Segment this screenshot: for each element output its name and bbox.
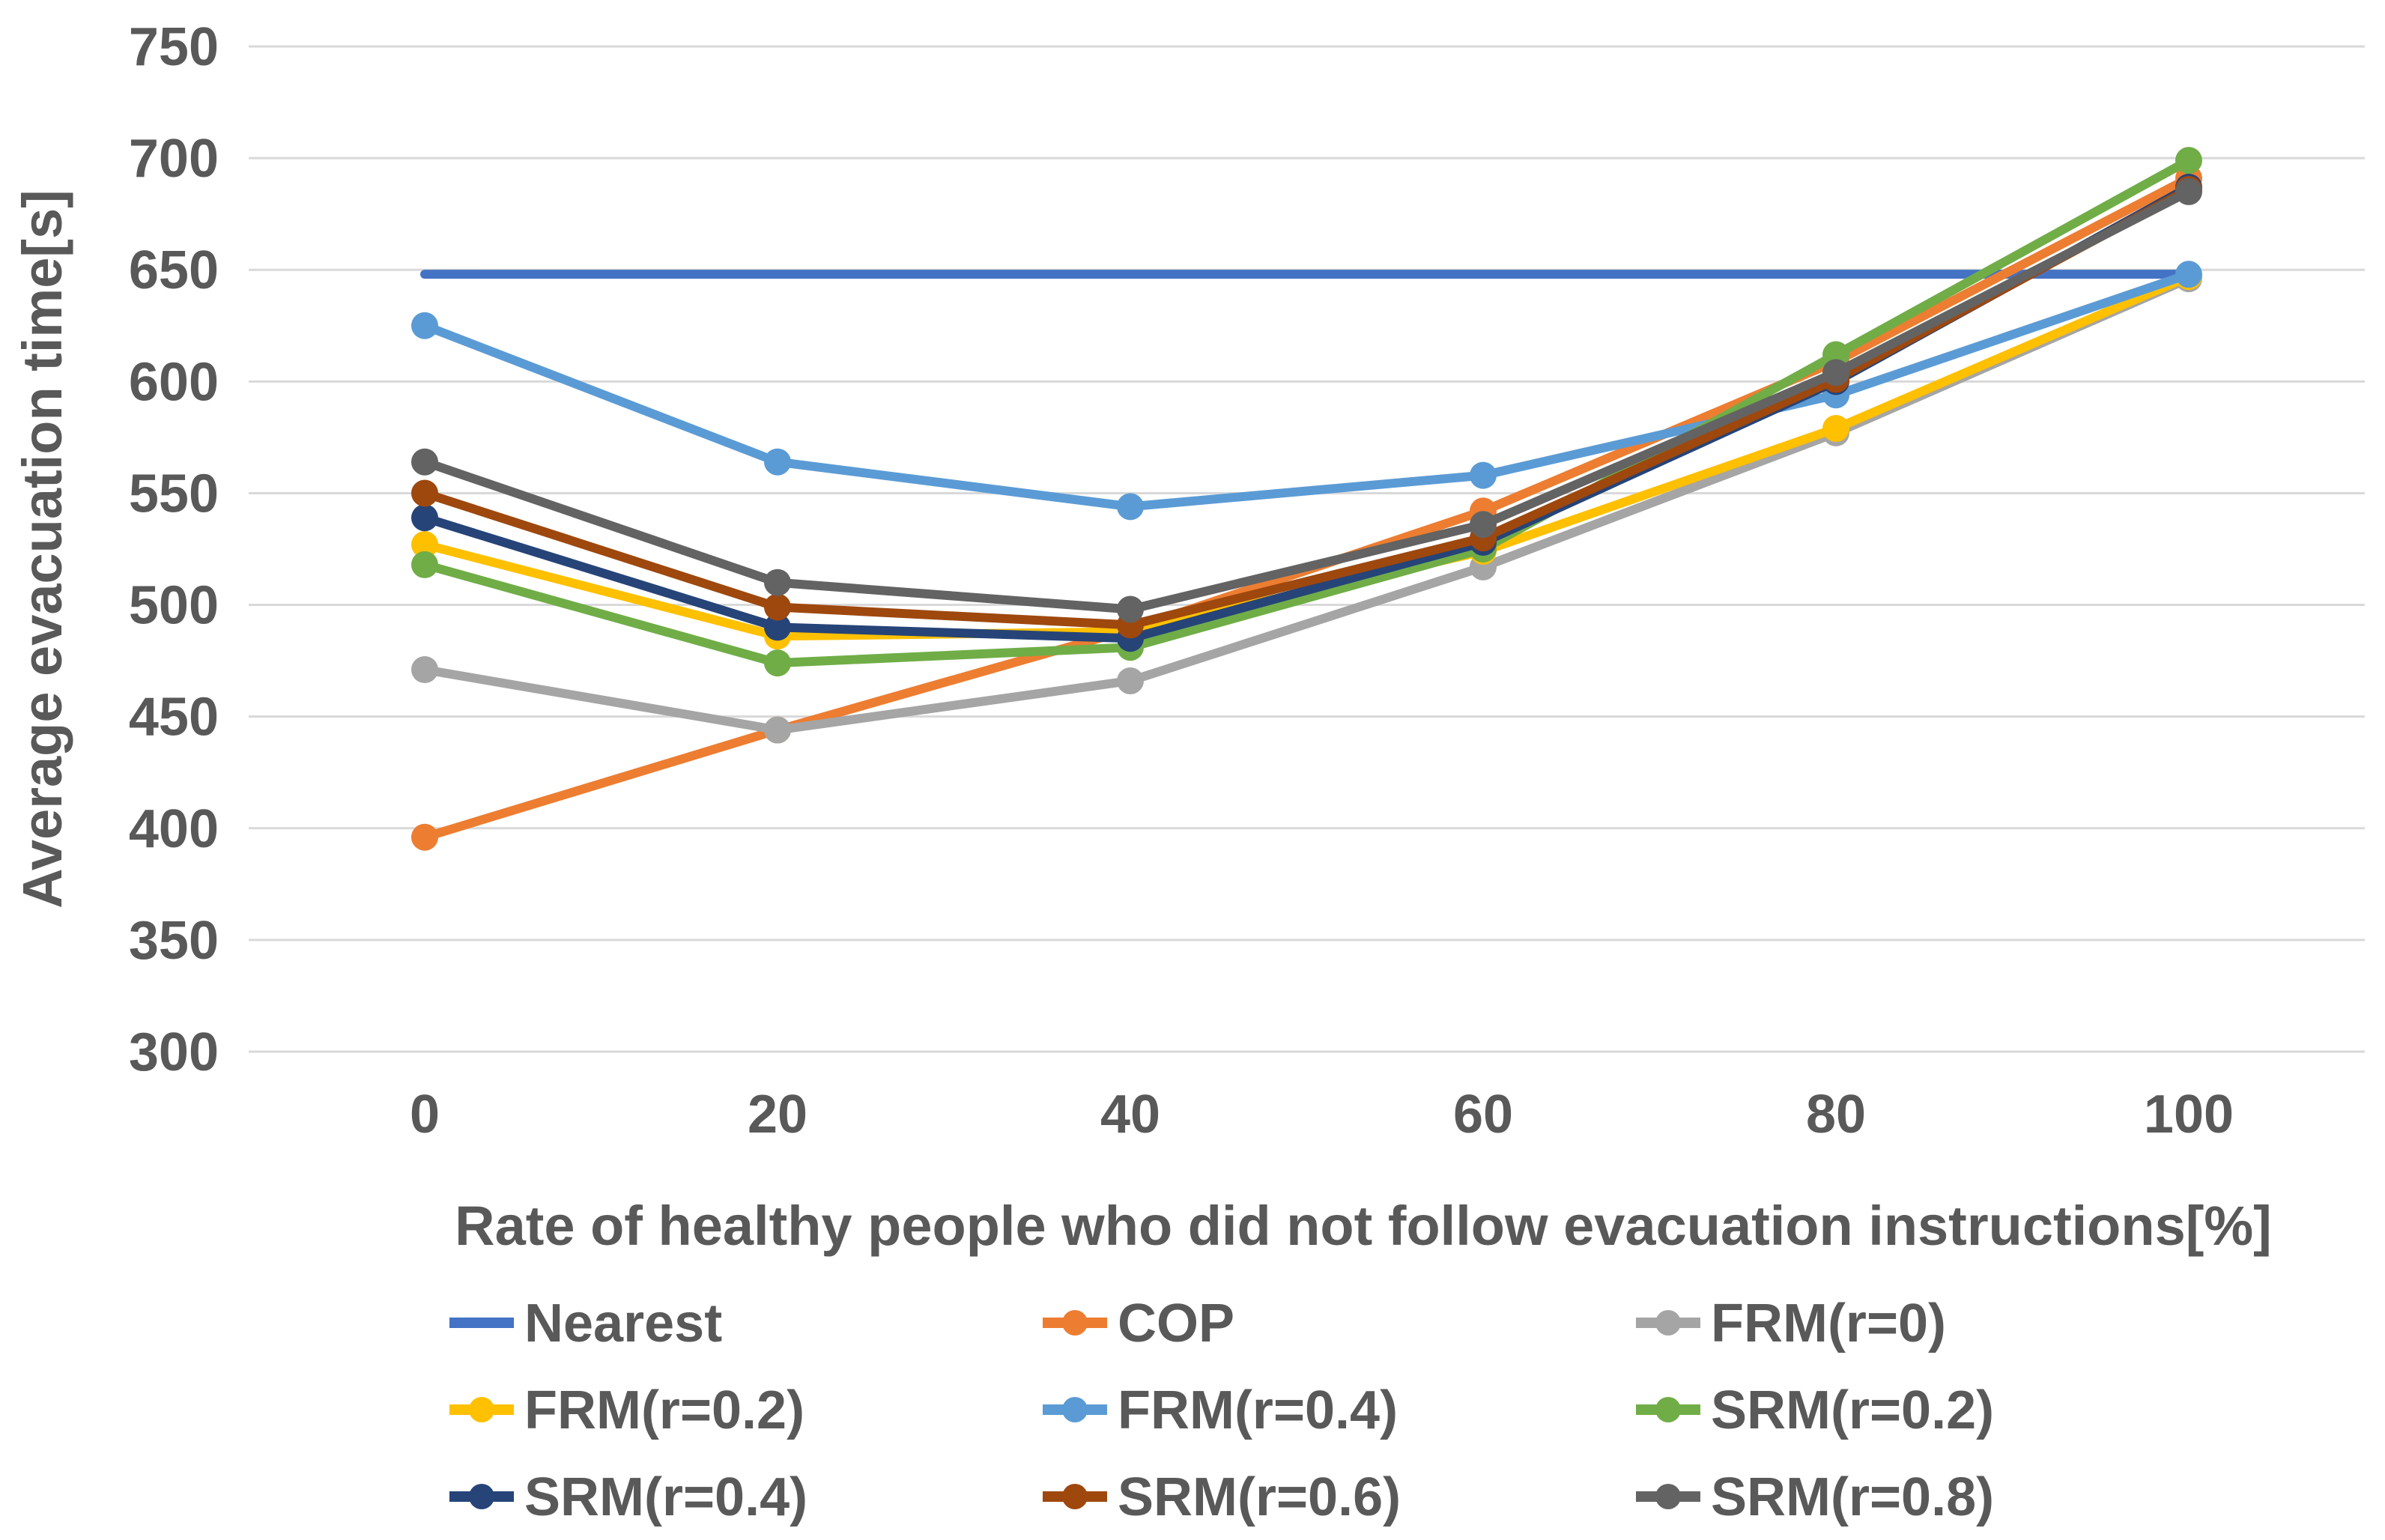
x-tick-label: 20 (748, 1085, 807, 1145)
data-point-marker (2175, 178, 2202, 205)
legend-label: SRM(r=0.6) (1118, 1467, 1401, 1527)
y-tick-label: 750 (129, 17, 219, 77)
data-point-marker (411, 823, 438, 851)
data-point-marker (1822, 359, 1849, 386)
x-tick-label: 40 (1100, 1085, 1160, 1145)
data-point-marker (764, 716, 791, 744)
legend-item: Nearest (449, 1294, 722, 1353)
legend-swatch-marker (1655, 1310, 1681, 1336)
legend-item: SRM(r=0.4) (449, 1467, 807, 1527)
legend-label: Nearest (524, 1294, 722, 1353)
data-point-marker (1470, 461, 1497, 489)
legend-label: SRM(r=0.4) (524, 1467, 807, 1527)
x-tick-label: 0 (410, 1085, 440, 1145)
series-line (420, 187, 2193, 614)
x-tick-label: 80 (1806, 1085, 1866, 1145)
legend-label: FRM(r=0.4) (1118, 1380, 1398, 1440)
legend-item: SRM(r=0.2) (1636, 1380, 1994, 1440)
y-axis-tick-labels: 300 350 400 450 500 550 600 650 700 750 (129, 17, 219, 1082)
y-tick-label: 500 (129, 576, 219, 636)
series-lines (411, 147, 2202, 851)
series-srm-r-0.8- (411, 178, 2202, 623)
legend-swatch-marker (1062, 1310, 1088, 1336)
data-point-marker (764, 569, 791, 596)
y-tick-label: 400 (129, 799, 219, 859)
legend-swatch-marker (469, 1484, 494, 1509)
legend-label: FRM(r=0.2) (524, 1380, 804, 1440)
y-tick-label: 650 (129, 240, 219, 300)
legend-swatch-marker (1655, 1397, 1681, 1422)
x-tick-label: 60 (1453, 1085, 1513, 1145)
legend-label: SRM(r=0.8) (1711, 1467, 1994, 1527)
data-point-marker (764, 649, 791, 677)
series-line (420, 156, 2193, 668)
data-point-marker (1470, 511, 1497, 539)
data-point-marker (1117, 667, 1144, 694)
series-line (420, 274, 2193, 735)
legend-item: SRM(r=0.8) (1636, 1467, 1994, 1527)
x-axis-tick-labels: 0 20 40 60 80 100 (410, 1085, 2234, 1145)
x-axis-title: Rate of healthy people who did not follo… (455, 1195, 2272, 1257)
data-point-marker (411, 479, 438, 507)
data-point-marker (764, 593, 791, 621)
gridlines (249, 45, 2365, 1053)
y-tick-label: 450 (129, 688, 219, 748)
data-point-marker (411, 656, 438, 684)
legend-item: FRM(r=0) (1636, 1294, 1946, 1353)
data-point-marker (764, 613, 791, 641)
data-point-marker (411, 531, 438, 559)
data-point-marker (1117, 493, 1144, 521)
y-tick-label: 600 (129, 352, 219, 412)
y-tick-label: 300 (129, 1022, 219, 1082)
data-point-marker (2175, 147, 2202, 175)
legend-item: FRM(r=0.4) (1043, 1380, 1398, 1440)
y-tick-label: 350 (129, 911, 219, 971)
legend-swatch-marker (1062, 1484, 1088, 1509)
y-tick-label: 700 (129, 129, 219, 189)
series-line (420, 270, 2193, 512)
legend-label: SRM(r=0.2) (1711, 1380, 1994, 1440)
legend-label: FRM(r=0) (1711, 1294, 1946, 1353)
legend-swatch-marker (1655, 1484, 1681, 1509)
legend: Nearest COP FRM(r=0) FRM(r=0.2) FRM(r=0.4) SR… (449, 1294, 1994, 1527)
series-line (420, 184, 2193, 630)
x-tick-label: 100 (2144, 1085, 2234, 1145)
legend-swatch-marker (469, 1397, 494, 1422)
legend-swatch-marker (1062, 1397, 1088, 1422)
y-tick-label: 550 (129, 464, 219, 524)
data-point-marker (411, 504, 438, 532)
legend-label: COP (1118, 1294, 1234, 1353)
legend-item: COP (1043, 1294, 1234, 1353)
data-point-marker (411, 551, 438, 578)
legend-item: FRM(r=0.2) (449, 1380, 804, 1440)
series-frm-r-0- (411, 265, 2202, 744)
y-axis-title: Average evacuation time[s] (11, 190, 73, 909)
data-point-marker (411, 448, 438, 476)
data-point-marker (1117, 595, 1144, 623)
data-point-marker (2175, 261, 2202, 288)
data-point-marker (764, 448, 791, 476)
data-point-marker (411, 312, 438, 339)
legend-item: SRM(r=0.6) (1043, 1467, 1401, 1527)
data-point-marker (1822, 414, 1849, 442)
series-cop (411, 164, 2202, 851)
